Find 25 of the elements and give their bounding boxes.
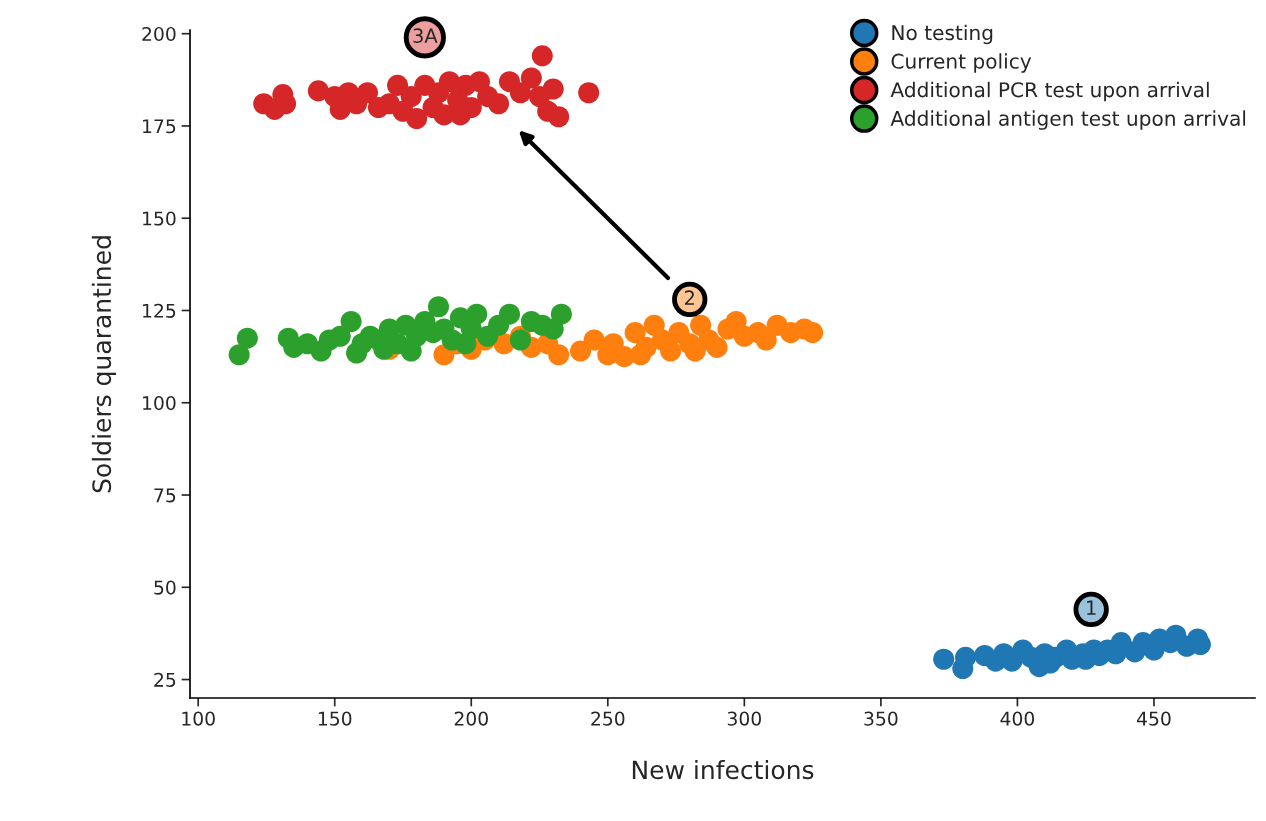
x-tick-label: 350 <box>864 711 898 726</box>
y-axis-title: Soldiers quarantined <box>91 236 117 493</box>
x-tick-label: 300 <box>727 711 761 726</box>
annotation: 3A <box>413 28 438 44</box>
annotation: 1 <box>1087 600 1096 615</box>
y-tick-label: 25 <box>154 672 176 687</box>
annotation: 2 <box>684 290 694 305</box>
x-tick-label: 450 <box>1136 711 1171 726</box>
y-tick-label: 125 <box>143 303 176 318</box>
x-tick-label: 400 <box>1000 711 1035 726</box>
legend-label: Additional PCR test upon arrival <box>890 81 1209 102</box>
legend-label: Current policy <box>891 53 1032 73</box>
x-axis-title: New infections <box>632 759 814 780</box>
y-tick-label: 75 <box>154 488 176 503</box>
y-tick-label: 150 <box>143 211 176 226</box>
legend-label: No testing <box>892 24 993 45</box>
y-tick-label: 175 <box>143 119 176 134</box>
y-tick-label: 100 <box>143 395 176 411</box>
y-tick-label: 50 <box>154 580 176 595</box>
x-tick-label: 100 <box>182 711 215 726</box>
y-tick-label: 200 <box>142 26 176 42</box>
x-tick-label: 200 <box>454 711 488 726</box>
x-tick-label: 150 <box>318 711 352 726</box>
x-tick-label: 250 <box>591 711 625 726</box>
legend-label: Additional antigen test upon arrival <box>890 110 1246 130</box>
